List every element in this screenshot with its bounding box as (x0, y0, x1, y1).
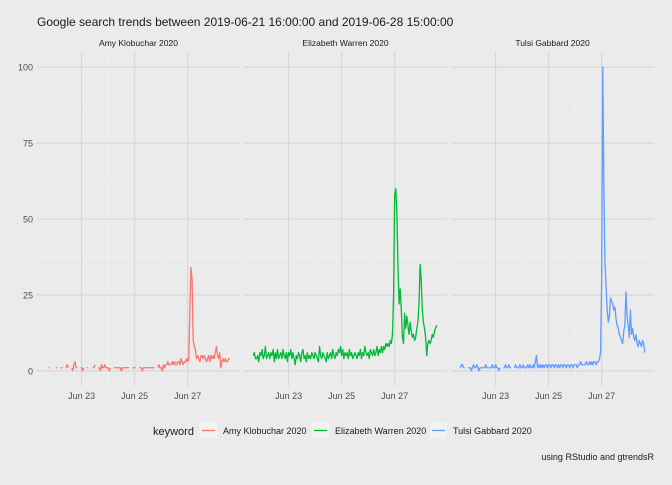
chart-caption: using RStudio and gtrendsR (541, 452, 654, 462)
y-tick-label: 100 (18, 63, 33, 73)
legend-label: Amy Klobuchar 2020 (223, 426, 307, 436)
series-line (157, 266, 230, 372)
series-line (459, 364, 465, 369)
x-tick-label: Jun 27 (381, 391, 408, 401)
series-line (113, 367, 130, 372)
y-tick-label: 75 (23, 139, 33, 149)
x-tick-label: Jun 23 (275, 391, 302, 401)
series-line (467, 364, 501, 372)
x-tick-label: Jun 27 (174, 391, 201, 401)
x-tick-label: Jun 25 (328, 391, 355, 401)
facet-label: Elizabeth Warren 2020 (302, 38, 388, 48)
x-tick-label: Jun 25 (535, 391, 562, 401)
facet-label: Tulsi Gabbard 2020 (515, 38, 590, 48)
x-tick-label: Jun 23 (482, 391, 509, 401)
chart-title: Google search trends between 2019-06-21 … (37, 15, 454, 29)
series-line (65, 364, 69, 369)
series-line (252, 187, 438, 366)
x-tick-label: Jun 25 (121, 391, 148, 401)
y-tick-label: 50 (23, 215, 33, 225)
y-tick-label: 0 (28, 366, 33, 376)
legend-label: Elizabeth Warren 2020 (335, 426, 426, 436)
series-line (139, 367, 155, 372)
series-line (503, 364, 512, 369)
legend-title: keyword (153, 426, 194, 438)
x-tick-label: Jun 27 (588, 391, 615, 401)
x-tick-label: Jun 23 (68, 391, 95, 401)
series-line (513, 66, 646, 369)
series-line (98, 364, 111, 372)
facet-strip (451, 34, 654, 52)
facet-strip (37, 34, 240, 52)
y-tick-label: 25 (23, 290, 33, 300)
series-line (71, 361, 78, 372)
series-line (80, 367, 85, 372)
legend-label: Tulsi Gabbard 2020 (453, 426, 532, 436)
series-line (92, 364, 96, 369)
facet-strip (244, 34, 447, 52)
facet-label: Amy Klobuchar 2020 (99, 38, 178, 48)
